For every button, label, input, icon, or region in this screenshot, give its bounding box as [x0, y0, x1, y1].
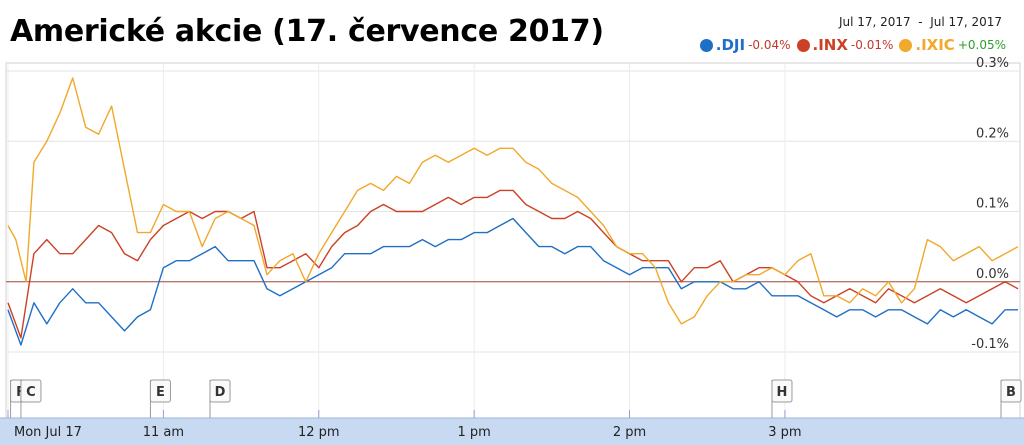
series-line-ixic — [7, 77, 1019, 325]
news-flag-box — [149, 379, 171, 403]
y-tick-label: 0.3% — [976, 56, 1009, 71]
dji-series-dot-icon — [699, 38, 713, 52]
news-flag-label: H — [777, 385, 788, 400]
date-range: Jul 17, 2017 - Jul 17, 2017 — [838, 15, 1002, 29]
legend: .DJI -0.04% .INX -0.01% .IXIC +0.05% — [699, 36, 1006, 54]
news-flag-box — [20, 379, 42, 403]
legend-symbol-dji: .DJI — [715, 36, 746, 54]
series-line-inx — [7, 189, 1019, 339]
series-line-dji — [7, 217, 1018, 346]
y-tick-label: 0.0% — [976, 267, 1009, 282]
x-tick-label: 1 pm — [457, 425, 490, 440]
legend-change-dji: -0.04% — [748, 38, 791, 52]
news-flag-box — [771, 379, 793, 403]
x-tick-label: 2 pm — [613, 425, 646, 440]
legend-item-dji[interactable]: .DJI -0.04% — [699, 36, 791, 54]
plot-frame — [5, 62, 1021, 419]
news-flag-label: B — [1006, 385, 1016, 400]
news-flag-label: E — [156, 385, 165, 400]
news-flag-label: C — [26, 385, 36, 400]
news-flag-box — [209, 379, 231, 403]
legend-item-ixic[interactable]: .IXIC +0.05% — [899, 36, 1006, 54]
legend-item-inx[interactable]: .INX -0.01% — [796, 36, 894, 54]
x-axis-band — [0, 418, 1024, 445]
news-flag-label: D — [215, 385, 226, 400]
legend-symbol-ixic: .IXIC — [915, 36, 955, 54]
legend-change-ixic: +0.05% — [957, 38, 1006, 52]
legend-symbol-inx: .INX — [812, 36, 848, 54]
x-tick-label: 11 am — [143, 425, 184, 440]
chart-title: Americké akcie (17. července 2017) — [10, 14, 604, 49]
y-tick-label: 0.2% — [976, 126, 1009, 141]
legend-change-inx: -0.01% — [850, 38, 894, 52]
ixic-series-dot-icon — [899, 38, 913, 52]
x-tick-label: 3 pm — [768, 425, 801, 440]
y-tick-label: 0.1% — [976, 197, 1009, 212]
x-tick-label: 12 pm — [298, 425, 340, 440]
x-tick-label: Mon Jul 17 — [14, 425, 82, 440]
inx-series-dot-icon — [796, 38, 810, 52]
news-flag-box — [1000, 379, 1022, 403]
y-tick-label: -0.1% — [971, 337, 1009, 352]
